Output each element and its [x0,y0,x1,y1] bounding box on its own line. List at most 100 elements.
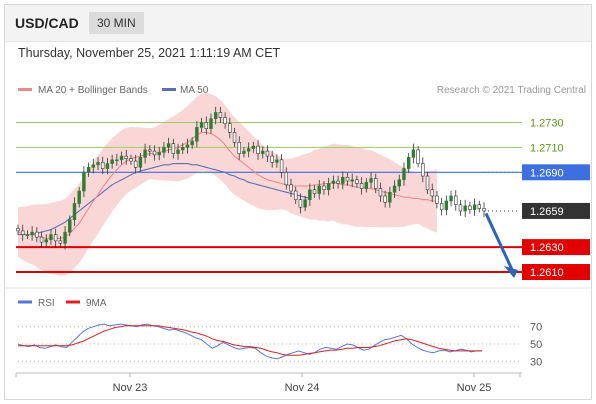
candle-body [350,179,354,182]
candle-body [101,162,105,169]
candle-body [261,150,265,154]
candle-body [482,208,486,212]
candle-body [477,204,482,209]
candle-body [25,234,30,236]
x-tick-label-0: Nov 23 [113,382,148,394]
level-label-1.2730: 1.2730 [530,117,564,129]
candle-body [265,150,270,157]
candle-body [143,149,147,158]
level-box-1.2690 [522,164,590,181]
candle-body [16,228,20,232]
candle-body [35,231,39,238]
candle-body [199,122,204,128]
candle-body [369,178,373,183]
candle-body [355,179,359,184]
candle-body [148,149,152,152]
rsi-tick-50: 50 [530,339,542,351]
x-tick-label-1: Nov 24 [285,382,320,394]
ma20-legend-label: MA 20 + Bollinger Bands [38,85,148,96]
candle-body [364,181,369,189]
candle-body [392,185,397,193]
ma50-line [18,163,310,236]
level-box-1.2630 [522,239,590,256]
candle-body [416,149,420,164]
candle-body [204,122,208,129]
candle-body [77,190,81,204]
candle-body [195,127,199,142]
rsi-tick-30: 30 [530,356,542,368]
candle-body [72,203,77,220]
candle-body [237,142,241,154]
x-tick-label-2: Nov 25 [457,382,492,394]
candle-body [209,118,213,129]
candle-body [53,234,58,242]
candle-body [30,231,34,235]
candle-body [435,195,439,204]
candle-body [82,172,86,192]
candle-body [312,189,317,194]
rsi-ma-legend-label: 9MA [86,298,107,309]
candle-body [383,195,387,203]
candle-body [44,239,48,243]
candle-body [468,205,472,210]
candle-body [256,145,260,154]
chart-date: Thursday, November 25, 2021 1:11:19 AM C… [18,46,281,60]
candle-body [326,183,331,191]
candle-body [303,199,307,208]
candle-body [39,236,44,243]
ma50-legend-swatch [162,88,176,91]
candle-body [359,183,364,189]
candle-body [58,240,63,244]
candle-body [341,176,345,184]
candle-body [223,117,227,124]
candle-body [162,147,166,153]
candle-body [246,148,251,152]
candle-body [232,132,237,143]
candle-body [317,185,321,194]
candle-body [331,180,336,184]
candle-body [190,140,194,146]
candle-body [294,190,298,201]
candle-body [402,168,406,181]
level-label-1.2690: 1.2690 [530,167,564,179]
candle-body [449,195,453,202]
instrument-name: USD/CAD [15,15,79,31]
level-label-1.2630: 1.2630 [530,242,564,254]
candle-body [388,191,392,203]
candle-body [411,149,416,158]
candle-body [124,155,128,159]
candle-body [345,176,350,182]
candle-body [458,204,463,212]
candle-body [289,184,293,192]
candle-body [228,123,232,133]
candle-body [242,150,246,154]
candle-body [119,155,124,161]
candle-body [63,231,67,244]
candle-body [472,204,477,210]
candle-body [110,159,114,164]
timeframe-badge[interactable]: 30 MIN [89,12,144,34]
candle-body [421,163,425,177]
candle-body [176,149,180,154]
level-label-1.2610: 1.2610 [530,267,564,279]
candle-body [49,234,53,240]
chart-credit: Research © 2021 Trading Central [437,85,586,96]
candle-body [157,152,161,156]
candle-body [185,144,190,148]
level-box-1.2610 [522,264,590,281]
candle-body [275,159,279,163]
candle-body [86,167,91,173]
candle-body [397,179,401,187]
rsi-legend-label: RSI [38,298,55,309]
forecast-arrow-head [504,266,518,278]
chart-header: USD/CAD 30 MIN [5,5,591,42]
candle-body [378,188,383,197]
candle-body [251,145,256,149]
candle-body [444,200,449,210]
candle-body [91,164,96,168]
candle-body [129,158,133,162]
rsi-line [17,323,482,360]
candle-body [171,143,176,154]
rsi-ma-line [18,325,482,356]
